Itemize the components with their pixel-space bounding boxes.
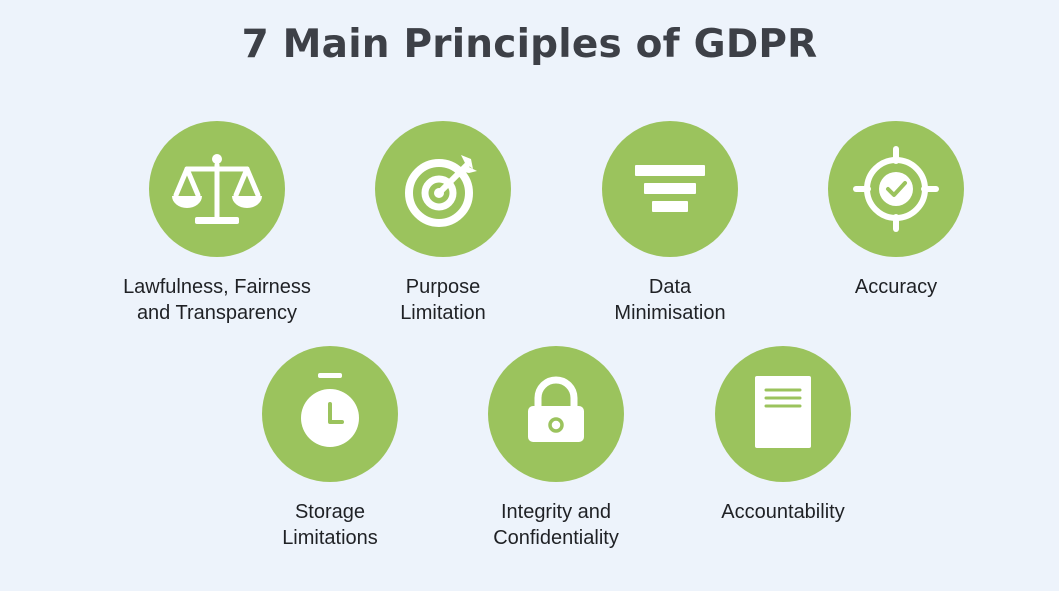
- padlock-icon: [528, 376, 584, 442]
- principle-integrity-confidentiality: Integrity and Confidentiality: [436, 346, 676, 551]
- principle-label: Accountability: [721, 501, 845, 523]
- principle-circle: [375, 121, 511, 257]
- principle-circle: [828, 121, 964, 257]
- principle-label: Data Minimisation: [614, 276, 726, 324]
- funnel-bars-icon: [635, 165, 705, 212]
- principle-accuracy: Accuracy: [776, 121, 1016, 300]
- principle-storage-limitations: Storage Limitations: [210, 346, 450, 551]
- principle-lawfulness: Lawfulness, Fairness and Transparency: [97, 121, 337, 326]
- principle-circle: [149, 121, 285, 257]
- principle-label: Lawfulness, Fairness and Transparency: [123, 276, 311, 324]
- document-icon: [755, 376, 811, 448]
- principle-label: Purpose Limitation: [400, 276, 486, 324]
- principle-circle: [262, 346, 398, 482]
- principle-label: Storage Limitations: [282, 501, 378, 549]
- principle-circle: [602, 121, 738, 257]
- principle-label: Integrity and Confidentiality: [493, 501, 619, 549]
- page-title: 7 Main Principles of GDPR: [241, 22, 818, 67]
- target-icon: [405, 155, 477, 227]
- principle-circle: [488, 346, 624, 482]
- principle-accountability: Accountability: [663, 346, 903, 525]
- principle-purpose-limitation: Purpose Limitation: [323, 121, 563, 326]
- scales-icon: [172, 154, 262, 224]
- principle-label: Accuracy: [854, 276, 938, 298]
- crosshair-check-icon: [853, 146, 939, 232]
- principle-circle: [715, 346, 851, 482]
- stopwatch-icon: [301, 373, 359, 447]
- principle-data-minimisation: Data Minimisation: [550, 121, 790, 326]
